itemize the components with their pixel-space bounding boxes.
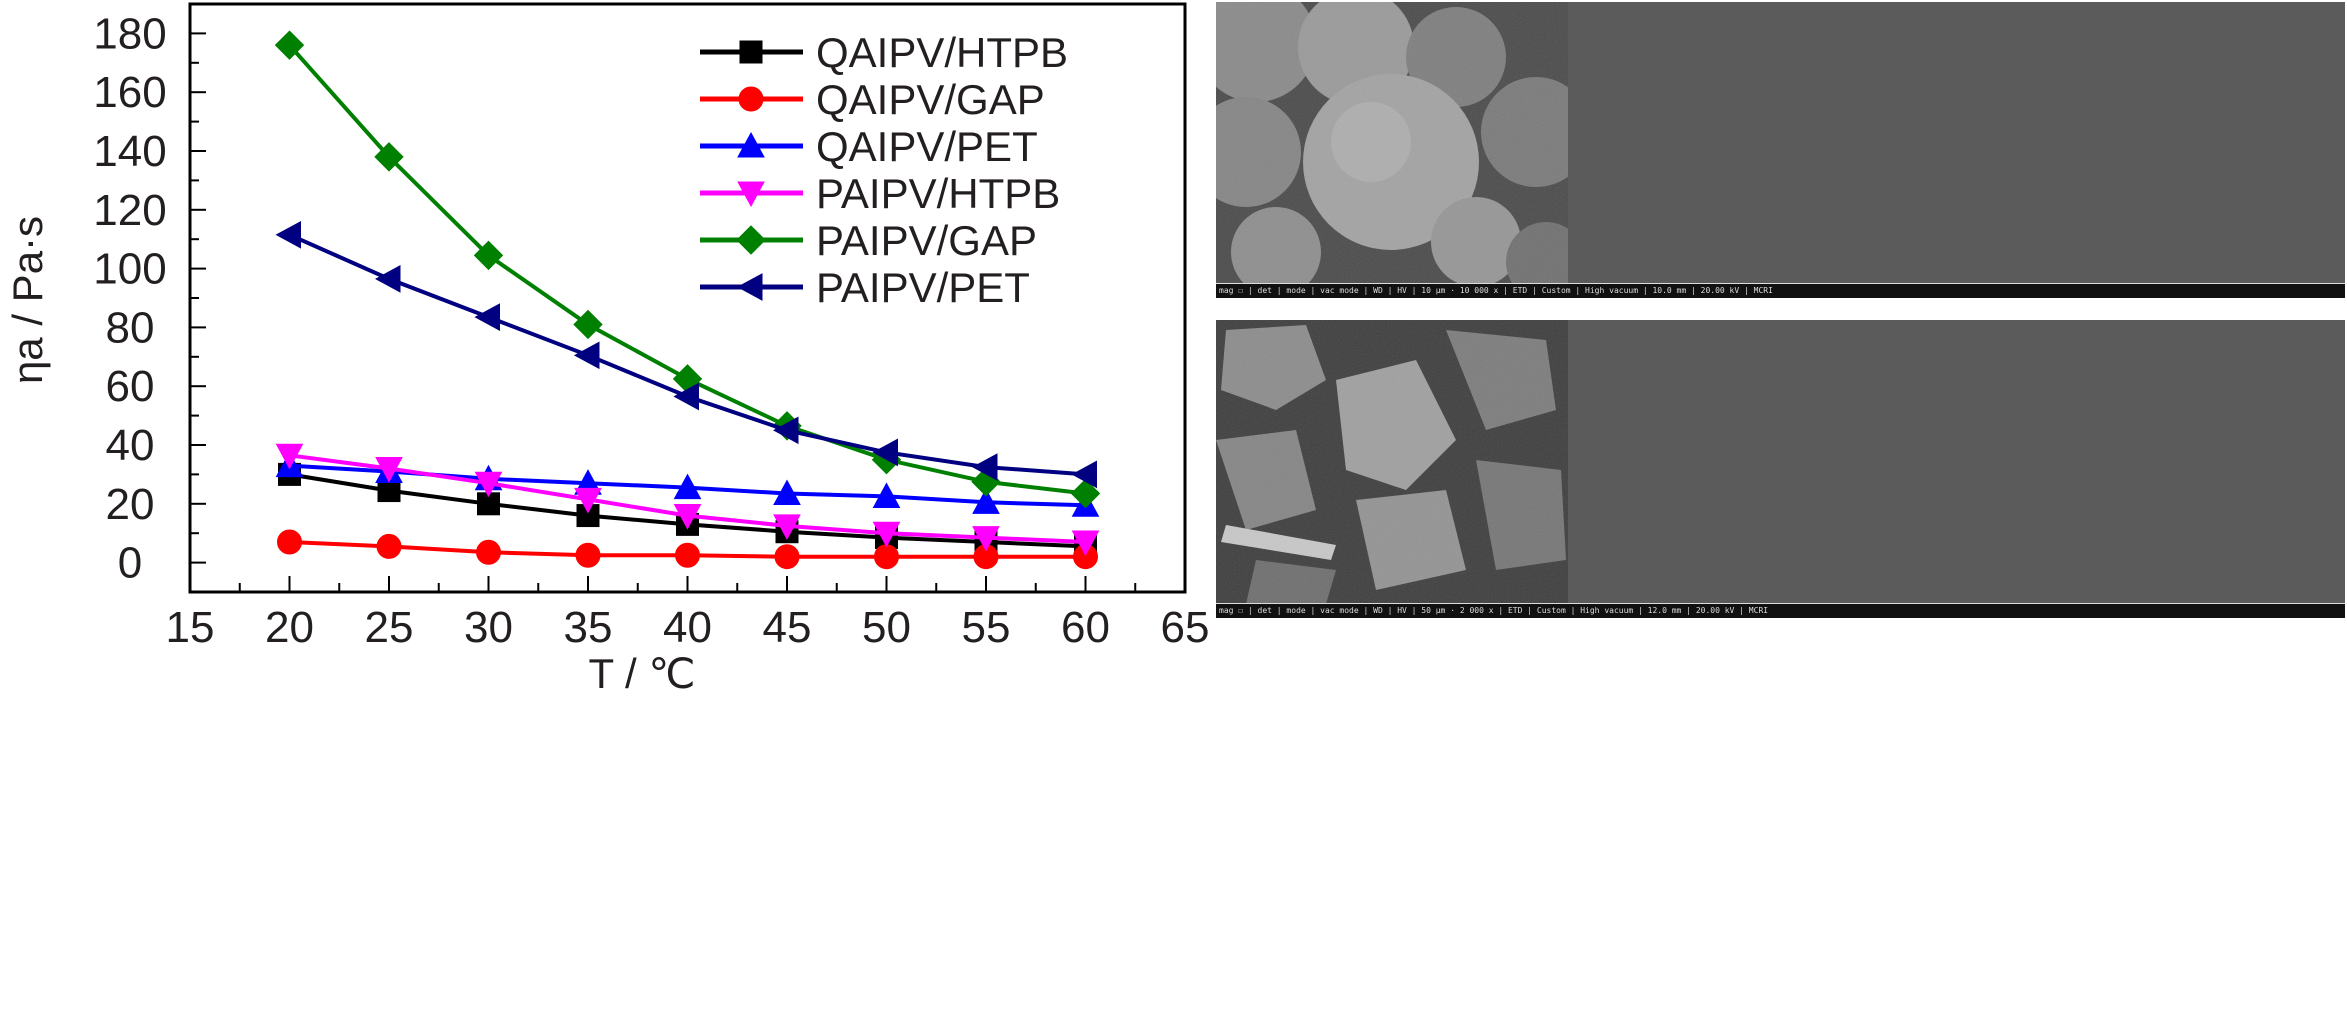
- data-point: [872, 438, 898, 467]
- data-point: [673, 504, 702, 530]
- data-point: [772, 416, 799, 445]
- data-point: [773, 479, 801, 506]
- y-tick-label: 140: [93, 127, 166, 176]
- data-point: [573, 341, 600, 370]
- y-tick-label: 60: [106, 362, 155, 411]
- data-point: [972, 488, 1000, 514]
- data-point: [573, 309, 603, 340]
- data-point: [473, 240, 504, 271]
- data-point: [374, 142, 404, 172]
- data-point: [972, 526, 1000, 552]
- y-axis-label: ηa / Pa·s: [4, 216, 51, 384]
- y-tick-label: 100: [93, 245, 166, 294]
- viscosity-chart: 15 20 25 30 35 40 45 50 55 60 65 0 20 40 60 80 100 120 140…: [4, 2, 1209, 697]
- data-point: [375, 457, 403, 483]
- legend-marker: [738, 86, 764, 112]
- x-tick-label: 25: [365, 603, 414, 652]
- legend: QAIPV/HTPBQAIPV/GAPQAIPV/PETPAIPV/HTPBPA…: [596, 26, 1096, 311]
- data-point: [277, 529, 302, 555]
- series-paipv-pet: [275, 220, 1097, 489]
- y-tick-label: 40: [106, 421, 155, 470]
- x-tick-label: 20: [265, 603, 314, 652]
- y-tick-label: 160: [93, 68, 166, 117]
- legend-marker: [737, 181, 765, 208]
- x-tick-label: 60: [1061, 603, 1110, 652]
- data-point: [274, 30, 305, 60]
- data-point: [673, 382, 699, 411]
- data-point: [275, 443, 304, 470]
- sem-image-spheres: mag ☐ | det | mode | vac mode | WD | HV …: [1216, 2, 2345, 298]
- legend-marker: [737, 131, 765, 158]
- legend-label: QAIPV/PET: [816, 123, 1038, 170]
- legend-label: PAIPV/HTPB: [816, 170, 1060, 217]
- data-point: [874, 544, 899, 570]
- data-point: [374, 265, 401, 293]
- series-paipv-gap: [274, 30, 1101, 509]
- legend-label: PAIPV/PET: [816, 264, 1030, 311]
- x-tick-label: 40: [663, 603, 712, 652]
- y-tick-label: 20: [106, 480, 155, 529]
- x-tick-label: 35: [564, 603, 613, 652]
- data-point: [673, 473, 702, 500]
- data-point: [971, 453, 998, 481]
- x-tick-label: 15: [166, 603, 215, 652]
- series-qaipv-gap: [277, 529, 1098, 570]
- data-point: [474, 303, 500, 331]
- sem-spheres-photo: [1216, 2, 1568, 284]
- data-point: [275, 220, 301, 249]
- series-paipv-htpb: [275, 443, 1100, 557]
- data-point: [872, 482, 901, 508]
- data-point: [1071, 460, 1097, 489]
- x-tick-label: 55: [962, 603, 1011, 652]
- series-layer: [274, 30, 1101, 570]
- legend-marker: [736, 273, 763, 301]
- y-tick-label: 80: [106, 303, 155, 352]
- sem-caption-1: mag ☐ | det | mode | vac mode | WD | HV …: [1216, 283, 2345, 298]
- y-tick-label: 120: [93, 186, 166, 235]
- x-tick-label: 50: [862, 603, 911, 652]
- legend-label: QAIPV/GAP: [816, 76, 1045, 123]
- data-point: [376, 533, 402, 559]
- data-point: [774, 544, 800, 570]
- legend-box: [596, 26, 1096, 311]
- data-point: [574, 487, 602, 514]
- x-tick-label: 65: [1161, 603, 1210, 652]
- legend-label: PAIPV/GAP: [816, 217, 1037, 264]
- data-point: [1070, 478, 1101, 509]
- sem-flakes-photo: [1216, 320, 1568, 604]
- data-point: [476, 539, 501, 565]
- x-axis-label: T / ℃: [588, 650, 695, 697]
- legend-marker: [736, 225, 766, 255]
- axes: 15 20 25 30 35 40 45 50 55 60 65 0 20 40 60 80 100 120 140…: [93, 9, 1209, 652]
- x-tick-label: 30: [464, 603, 513, 652]
- x-tick-label: 45: [763, 603, 812, 652]
- sem-caption-2: mag ☐ | det | mode | vac mode | WD | HV …: [1216, 603, 2345, 618]
- legend-label: QAIPV/HTPB: [816, 29, 1068, 76]
- sem-image-flakes: mag ☐ | det | mode | vac mode | WD | HV …: [1216, 320, 2345, 618]
- y-tick-label: 180: [93, 9, 166, 58]
- y-tick-label: 0: [118, 539, 142, 588]
- data-point: [872, 521, 901, 548]
- data-point: [1071, 530, 1100, 557]
- data-point: [575, 542, 601, 568]
- data-point: [773, 514, 801, 540]
- data-point: [675, 542, 700, 568]
- data-point: [474, 471, 503, 498]
- legend-marker: [739, 40, 763, 64]
